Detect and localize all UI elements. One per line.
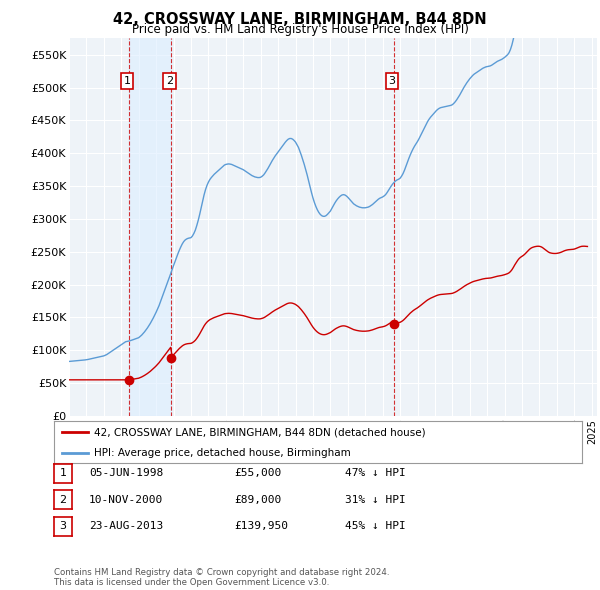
Text: 2: 2	[166, 76, 173, 86]
Text: 42, CROSSWAY LANE, BIRMINGHAM, B44 8DN (detached house): 42, CROSSWAY LANE, BIRMINGHAM, B44 8DN (…	[94, 427, 425, 437]
Text: 47% ↓ HPI: 47% ↓ HPI	[345, 468, 406, 478]
Text: 3: 3	[389, 76, 395, 86]
Text: 45% ↓ HPI: 45% ↓ HPI	[345, 522, 406, 531]
Text: £89,000: £89,000	[234, 495, 281, 504]
Text: Price paid vs. HM Land Registry's House Price Index (HPI): Price paid vs. HM Land Registry's House …	[131, 23, 469, 36]
Text: £55,000: £55,000	[234, 468, 281, 478]
Text: 23-AUG-2013: 23-AUG-2013	[89, 522, 163, 531]
Bar	[128, 38, 171, 416]
Text: 3: 3	[59, 522, 67, 531]
Text: £139,950: £139,950	[234, 522, 288, 531]
Text: 1: 1	[59, 468, 67, 478]
Text: 05-JUN-1998: 05-JUN-1998	[89, 468, 163, 478]
Text: 10-NOV-2000: 10-NOV-2000	[89, 495, 163, 504]
Text: Contains HM Land Registry data © Crown copyright and database right 2024.
This d: Contains HM Land Registry data © Crown c…	[54, 568, 389, 587]
Text: 1: 1	[124, 76, 130, 86]
Text: 31% ↓ HPI: 31% ↓ HPI	[345, 495, 406, 504]
Text: 2: 2	[59, 495, 67, 504]
Text: 42, CROSSWAY LANE, BIRMINGHAM, B44 8DN: 42, CROSSWAY LANE, BIRMINGHAM, B44 8DN	[113, 12, 487, 27]
Text: HPI: Average price, detached house, Birmingham: HPI: Average price, detached house, Birm…	[94, 448, 350, 457]
